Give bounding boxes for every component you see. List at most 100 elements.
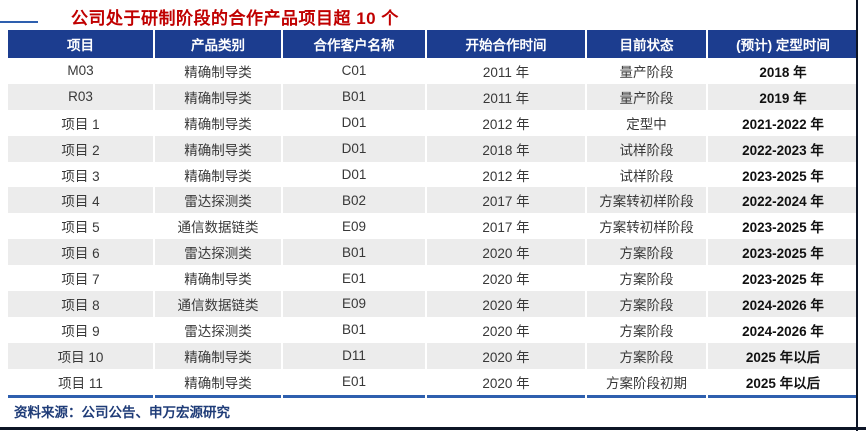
table-cell: 方案阶段 (587, 239, 706, 266)
table-cell: 通信数据链类 (155, 213, 281, 240)
table-cell: R03 (8, 83, 153, 110)
table-row: 项目 2 精确制导类 D01 2018 年试样阶段 2022-2023 年 (8, 135, 858, 162)
table-row: 项目 9 雷达探测类 B01 2020 年方案阶段 2024-2026 年 (8, 316, 858, 343)
table-cell: 雷达探测类 (155, 316, 281, 343)
table-cell: 项目 9 (8, 316, 153, 343)
table-cell: 2017 年 (427, 213, 585, 240)
rule-segment (283, 394, 425, 398)
table-row: 项目 1 精确制导类 D01 2012 年定型中 2021-2022 年 (8, 109, 858, 136)
column-header-customer: 合作客户名称 (283, 30, 425, 58)
column-header-project: 项目 (8, 30, 153, 58)
table-cell: 2023-2025 年 (708, 213, 858, 240)
table-cell: 2012 年 (427, 109, 585, 136)
table-row: 项目 6 雷达探测类 B01 2020 年方案阶段 2023-2025 年 (8, 239, 858, 266)
table-cell: 精确制导类 (155, 265, 281, 292)
rule-segment (427, 394, 585, 398)
table-title: 公司处于研制阶段的合作产品项目超 10 个 (71, 9, 399, 28)
table-cell: 2022-2024 年 (708, 187, 858, 214)
table-cell: 精确制导类 (155, 109, 281, 136)
table-row: 项目 10 精确制导类 D11 2020 年方案阶段 2025 年以后 (8, 342, 858, 369)
table-cell: 2019 年 (708, 83, 858, 110)
projects-table: 项目 产品类别 合作客户名称 开始合作时间 目前状态 (预计) 定型时间 M03… (8, 30, 858, 398)
table-cell: E09 (283, 291, 425, 317)
table-cell: 方案阶段 (587, 291, 706, 317)
table-cell: B02 (283, 187, 425, 214)
table-cell: 2011 年 (427, 83, 585, 110)
table-cell: D01 (283, 161, 425, 188)
table-cell: 2022-2023 年 (708, 135, 858, 162)
table-cell: 2020 年 (427, 239, 585, 266)
table-cell: 2024-2026 年 (708, 316, 858, 343)
column-header-finalize-time: (预计) 定型时间 (708, 30, 858, 58)
table-bottom-rule (8, 394, 858, 398)
table-cell: 2011 年 (427, 58, 585, 84)
table-cell: E09 (283, 213, 425, 240)
table-cell: 2018 年 (427, 135, 585, 162)
table-cell: 2020 年 (427, 265, 585, 292)
table-cell: 精确制导类 (155, 135, 281, 162)
table-cell: 2021-2022 年 (708, 109, 858, 136)
table-cell: 量产阶段 (587, 58, 706, 84)
source-note: 资料来源：公司公告、申万宏源研究 (14, 405, 230, 420)
table-cell: D11 (283, 342, 425, 369)
table-cell: 2025 年以后 (708, 342, 858, 369)
table-row: 项目 8 通信数据链类 E09 2020 年方案阶段 2024-2026 年 (8, 291, 858, 317)
table-cell: D01 (283, 135, 425, 162)
table-body: M03 精确制导类 C01 2011 年量产阶段 2018 年 R03 精确制导类 B01 20… (8, 58, 858, 395)
table-cell: E01 (283, 368, 425, 395)
table-cell: 试样阶段 (587, 161, 706, 188)
table-row: 项目 7 精确制导类 E01 2020 年方案阶段 2023-2025 年 (8, 265, 858, 292)
table-row: R03 精确制导类 B01 2011 年量产阶段 2019 年 (8, 83, 858, 110)
table-cell: 2023-2025 年 (708, 265, 858, 292)
table-cell: 精确制导类 (155, 83, 281, 110)
table-cell: 2024-2026 年 (708, 291, 858, 317)
table-cell: 精确制导类 (155, 342, 281, 369)
table-cell: 通信数据链类 (155, 291, 281, 317)
table-cell: 项目 11 (8, 368, 153, 395)
table-cell: 项目 8 (8, 291, 153, 317)
page-right-border (856, 0, 858, 431)
rule-segment (155, 394, 281, 398)
table-cell: 方案阶段初期 (587, 368, 706, 395)
table-cell: 方案阶段 (587, 342, 706, 369)
table-cell: 量产阶段 (587, 83, 706, 110)
table-cell: 2017 年 (427, 187, 585, 214)
table-cell: 2020 年 (427, 368, 585, 395)
table-row: 项目 4 雷达探测类 B02 2017 年方案转初样阶段 2022-2024 年 (8, 187, 858, 214)
table-cell: C01 (283, 58, 425, 84)
page-bottom-border (0, 427, 866, 430)
table-cell: 定型中 (587, 109, 706, 136)
table-cell: D01 (283, 109, 425, 136)
table-cell: 精确制导类 (155, 368, 281, 395)
table-cell: 2023-2025 年 (708, 161, 858, 188)
caption-underline (0, 21, 38, 23)
table-header-row: 项目 产品类别 合作客户名称 开始合作时间 目前状态 (预计) 定型时间 (8, 30, 858, 58)
table-cell: 2020 年 (427, 291, 585, 317)
table-cell: 精确制导类 (155, 161, 281, 188)
table-cell: 2012 年 (427, 161, 585, 188)
column-header-start-time: 开始合作时间 (427, 30, 585, 58)
table-cell: 2020 年 (427, 316, 585, 343)
table-row: 项目 3 精确制导类 D01 2012 年试样阶段 2023-2025 年 (8, 161, 858, 188)
table-cell: 方案转初样阶段 (587, 187, 706, 214)
table-cell: E01 (283, 265, 425, 292)
table-cell: 2023-2025 年 (708, 239, 858, 266)
table-cell: B01 (283, 316, 425, 343)
table-cell: 方案阶段 (587, 316, 706, 343)
table-cell: 雷达探测类 (155, 239, 281, 266)
rule-segment (8, 394, 153, 398)
table-row: 项目 5 通信数据链类 E09 2017 年方案转初样阶段 2023-2025 年 (8, 213, 858, 240)
table-cell: B01 (283, 83, 425, 110)
table-cell: 方案阶段 (587, 265, 706, 292)
rule-segment (587, 394, 706, 398)
table-cell: 2018 年 (708, 58, 858, 84)
table-cell: 项目 3 (8, 161, 153, 188)
table-cell: 项目 1 (8, 109, 153, 136)
table-cell: B01 (283, 239, 425, 266)
table-cell: 试样阶段 (587, 135, 706, 162)
table-cell: 项目 6 (8, 239, 153, 266)
table-cell: 项目 2 (8, 135, 153, 162)
table-cell: 2020 年 (427, 342, 585, 369)
table-cell: 2025 年以后 (708, 368, 858, 395)
table-cell: 项目 5 (8, 213, 153, 240)
